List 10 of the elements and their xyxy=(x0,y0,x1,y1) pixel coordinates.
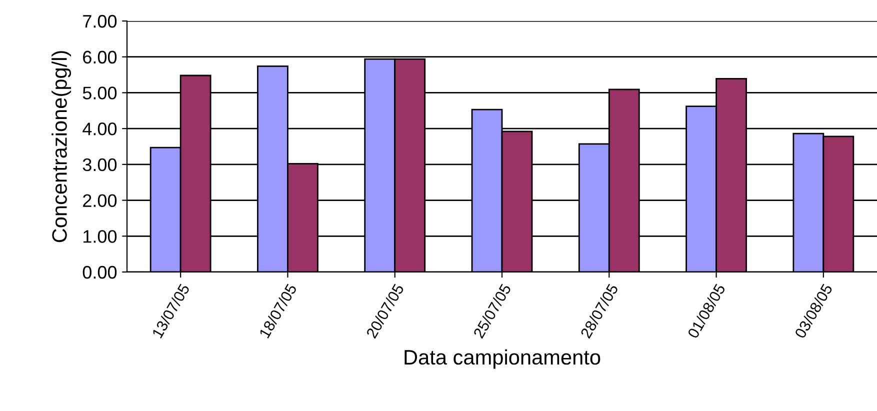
y-tick-label: 0.00 xyxy=(82,266,117,279)
y-tick-label: 6.00 xyxy=(83,50,117,64)
y-axis-title: Concentrazione(pg/l) xyxy=(52,51,72,242)
y-tick-label: 7.00 xyxy=(83,14,117,28)
y-tick-label: 4.00 xyxy=(82,122,117,136)
y-tick-label: 1.00 xyxy=(84,230,117,243)
y-tick-label: 3.00 xyxy=(82,158,117,172)
x-axis-title: Data campionamento xyxy=(404,349,600,369)
y-tick-label: 2.00 xyxy=(83,194,117,208)
y-tick-label: 5.00 xyxy=(82,86,117,100)
